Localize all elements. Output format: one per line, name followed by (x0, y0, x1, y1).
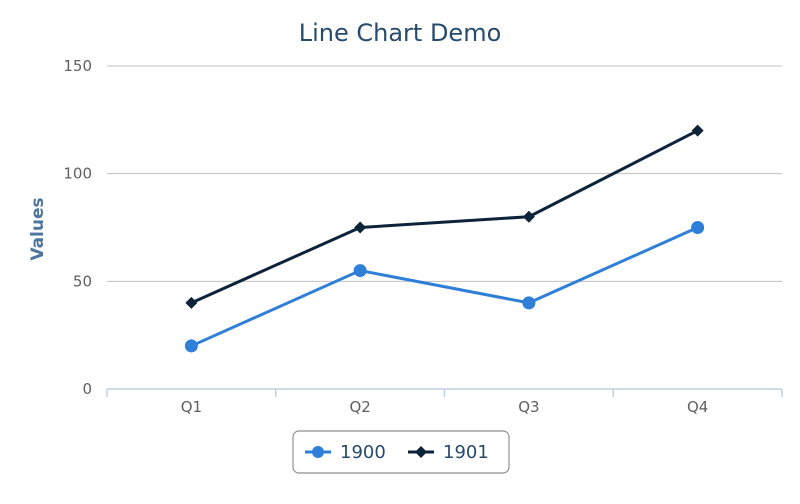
y-axis-ticks: 0 50 100 150 (63, 57, 92, 398)
series-layer (184, 124, 705, 353)
series-1901 (185, 124, 704, 309)
x-tick-label-q4: Q4 (687, 398, 708, 416)
data-point-1901-q1[interactable] (185, 296, 198, 309)
data-point-1901-q3[interactable] (522, 210, 535, 223)
y-tick-label-100: 100 (63, 165, 92, 183)
x-tick-label-q2: Q2 (349, 398, 370, 416)
series-line-1901 (190, 129, 699, 305)
legend-marker-1901 (415, 446, 427, 458)
y-tick-label-150: 150 (63, 57, 92, 75)
data-point-1900-q4[interactable] (691, 221, 705, 234)
series-line-1900 (190, 226, 699, 348)
data-point-1900-q2[interactable] (353, 264, 367, 278)
legend: 1900 1901 (292, 430, 510, 474)
legend-item-1901[interactable]: 1901 (408, 442, 489, 463)
legend-marker-1900 (312, 446, 324, 458)
y-tick-label-0: 0 (82, 380, 92, 398)
x-axis (106, 388, 783, 397)
legend-box (292, 430, 510, 474)
data-point-1900-q3[interactable] (522, 296, 536, 310)
x-tick-label-q3: Q3 (518, 398, 539, 416)
y-tick-label-50: 50 (73, 272, 92, 290)
data-point-1901-q4[interactable] (691, 124, 704, 137)
x-axis-ticks: Q1 Q2 Q3 Q4 (181, 398, 709, 416)
data-point-1901-q2[interactable] (354, 221, 367, 234)
series-1900 (184, 221, 705, 353)
legend-label-1900: 1900 (340, 442, 386, 463)
y-axis-title: Values (28, 197, 48, 260)
legend-label-1901: 1901 (443, 442, 489, 463)
legend-item-1900[interactable]: 1900 (305, 442, 386, 463)
data-point-1900-q1[interactable] (184, 339, 198, 353)
x-tick-label-q1: Q1 (181, 398, 202, 416)
gridlines (107, 65, 782, 282)
chart-title: Line Chart Demo (299, 19, 502, 47)
